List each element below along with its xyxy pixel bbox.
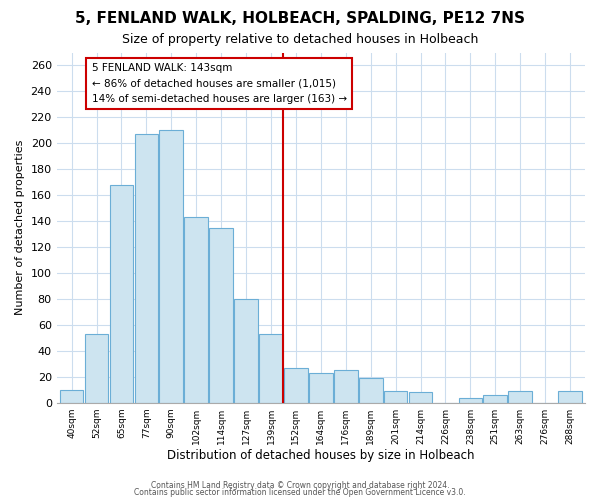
Bar: [134, 134, 158, 402]
Text: Contains HM Land Registry data © Crown copyright and database right 2024.: Contains HM Land Registry data © Crown c…: [151, 480, 449, 490]
Bar: [484, 395, 507, 402]
Bar: [558, 391, 582, 402]
Text: Contains public sector information licensed under the Open Government Licence v3: Contains public sector information licen…: [134, 488, 466, 497]
Bar: [259, 334, 283, 402]
Bar: [359, 378, 383, 402]
Bar: [160, 130, 183, 402]
Bar: [334, 370, 358, 402]
Bar: [458, 398, 482, 402]
Bar: [209, 228, 233, 402]
Text: 5 FENLAND WALK: 143sqm
← 86% of detached houses are smaller (1,015)
14% of semi-: 5 FENLAND WALK: 143sqm ← 86% of detached…: [92, 63, 347, 104]
Bar: [384, 391, 407, 402]
Bar: [110, 185, 133, 402]
Bar: [284, 368, 308, 402]
Bar: [60, 390, 83, 402]
Bar: [85, 334, 109, 402]
Y-axis label: Number of detached properties: Number of detached properties: [15, 140, 25, 316]
Text: 5, FENLAND WALK, HOLBEACH, SPALDING, PE12 7NS: 5, FENLAND WALK, HOLBEACH, SPALDING, PE1…: [75, 11, 525, 26]
Bar: [184, 217, 208, 402]
Bar: [508, 391, 532, 402]
Bar: [409, 392, 433, 402]
Bar: [309, 373, 332, 402]
Bar: [234, 299, 258, 403]
Text: Size of property relative to detached houses in Holbeach: Size of property relative to detached ho…: [122, 32, 478, 46]
X-axis label: Distribution of detached houses by size in Holbeach: Distribution of detached houses by size …: [167, 450, 475, 462]
